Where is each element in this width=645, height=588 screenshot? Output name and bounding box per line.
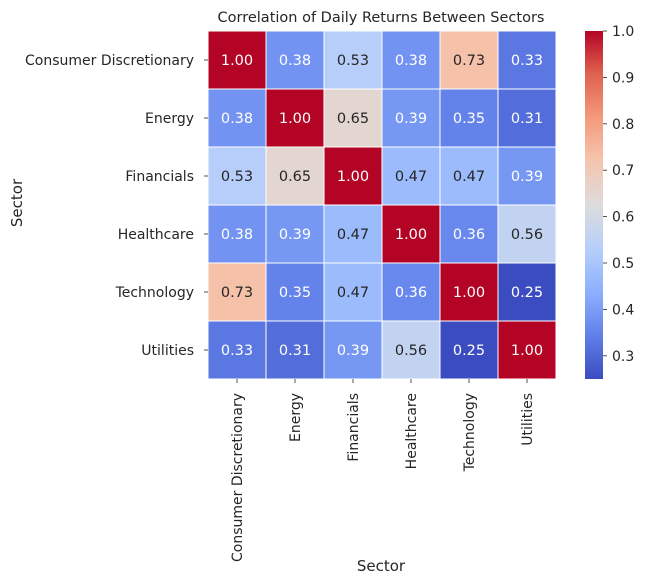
cell-value-label: 0.36 xyxy=(395,285,427,301)
cell-value-label: 1.00 xyxy=(453,285,485,301)
x-tick-label: Healthcare xyxy=(404,393,420,469)
colorbar-tick-label: 1.0 xyxy=(612,24,634,40)
cell-value-label: 1.00 xyxy=(395,227,427,243)
x-tick-labels: Consumer Discretionary Energy Financials He… xyxy=(230,379,536,562)
cell-value-label: 0.38 xyxy=(395,53,427,69)
y-axis-label: Sector xyxy=(8,178,26,227)
heatmap-cell xyxy=(265,30,325,90)
colorbar-tick-label: 0.4 xyxy=(612,302,634,318)
cell-value-label: 0.25 xyxy=(453,343,485,359)
cell-value-label: 0.39 xyxy=(279,227,311,243)
heatmap-cells: 1.00 0.38 0.53 0.38 0.73 0.33 0.38 1.00 0.65 0.39… xyxy=(207,30,557,380)
x-tick-label: Utilities xyxy=(520,393,536,446)
heatmap-cell xyxy=(497,262,557,322)
cell-value-label: 0.56 xyxy=(511,227,543,243)
heatmap-cell xyxy=(207,30,267,90)
cell-value-label: 0.39 xyxy=(337,343,369,359)
cell-value-label: 0.33 xyxy=(221,343,253,359)
cell-value-label: 0.33 xyxy=(511,53,543,69)
cell-value-label: 1.00 xyxy=(511,343,543,359)
colorbar-tick-label: 0.6 xyxy=(612,210,634,226)
heatmap-cell xyxy=(439,204,499,264)
y-tick-labels: Consumer Discretionary Energy Financials He… xyxy=(25,53,208,359)
heatmap-cell xyxy=(497,30,557,90)
colorbar-tick-label: 0.5 xyxy=(612,256,634,272)
cell-value-label: 0.38 xyxy=(279,53,311,69)
colorbar: 1.0 0.9 0.8 0.7 0.6 0.5 0.4 0.3 xyxy=(585,24,634,379)
y-tick-label: Technology xyxy=(115,285,194,301)
cell-value-label: 0.47 xyxy=(395,169,427,185)
heatmap-cell xyxy=(381,88,441,148)
cell-value-label: 0.36 xyxy=(453,227,485,243)
heatmap-cell xyxy=(265,88,325,148)
cell-value-label: 0.38 xyxy=(221,227,253,243)
cell-value-label: 0.35 xyxy=(453,111,485,127)
cell-value-label: 0.31 xyxy=(279,343,311,359)
heatmap-cell xyxy=(439,146,499,206)
chart-title: Correlation of Daily Returns Between Sec… xyxy=(218,10,545,26)
x-axis-label: Sector xyxy=(357,557,406,575)
colorbar-tick-label: 0.3 xyxy=(612,349,634,365)
y-tick-label: Utilities xyxy=(141,343,194,359)
heatmap-cell xyxy=(497,88,557,148)
cell-value-label: 0.47 xyxy=(337,227,369,243)
cell-value-label: 0.73 xyxy=(453,53,485,69)
heatmap-cell xyxy=(381,262,441,322)
cell-value-label: 0.53 xyxy=(337,53,369,69)
heatmap-cell xyxy=(207,262,267,322)
heatmap-cell xyxy=(265,146,325,206)
heatmap-cell xyxy=(439,262,499,322)
cell-value-label: 0.56 xyxy=(395,343,427,359)
cell-value-label: 1.00 xyxy=(221,53,253,69)
heatmap-cell xyxy=(497,320,557,380)
cell-value-label: 0.38 xyxy=(221,111,253,127)
cell-value-label: 0.53 xyxy=(221,169,253,185)
cell-value-label: 0.31 xyxy=(511,111,543,127)
heatmap-cell xyxy=(323,30,383,90)
colorbar-gradient xyxy=(585,31,603,379)
colorbar-tick-label: 0.9 xyxy=(612,70,634,86)
cell-value-label: 1.00 xyxy=(279,111,311,127)
y-tick-label: Healthcare xyxy=(118,227,194,243)
y-tick-label: Energy xyxy=(145,111,194,127)
cell-value-label: 0.65 xyxy=(279,169,311,185)
heatmap-cell xyxy=(323,204,383,264)
x-tick-label: Energy xyxy=(288,393,304,442)
cell-value-label: 1.00 xyxy=(337,169,369,185)
heatmap-cell xyxy=(323,262,383,322)
y-tick-label: Consumer Discretionary xyxy=(25,53,194,69)
x-tick-label: Consumer Discretionary xyxy=(230,393,246,562)
heatmap-cell xyxy=(265,204,325,264)
x-tick-label: Financials xyxy=(346,393,362,462)
colorbar-tick-label: 0.8 xyxy=(612,117,634,133)
colorbar-tick-label: 0.7 xyxy=(612,163,634,179)
cell-value-label: 0.47 xyxy=(453,169,485,185)
cell-value-label: 0.47 xyxy=(337,285,369,301)
x-tick-label: Technology xyxy=(462,393,478,472)
heatmap-cell xyxy=(497,146,557,206)
cell-value-label: 0.65 xyxy=(337,111,369,127)
cell-value-label: 0.39 xyxy=(395,111,427,127)
cell-value-label: 0.73 xyxy=(221,285,253,301)
heatmap-cell xyxy=(497,204,557,264)
heatmap-cell xyxy=(381,146,441,206)
cell-value-label: 0.39 xyxy=(511,169,543,185)
heatmap-cell xyxy=(207,204,267,264)
heatmap-cell xyxy=(207,320,267,380)
y-tick-label: Financials xyxy=(125,169,194,185)
cell-value-label: 0.25 xyxy=(511,285,543,301)
cell-value-label: 0.35 xyxy=(279,285,311,301)
heatmap-cell xyxy=(381,204,441,264)
